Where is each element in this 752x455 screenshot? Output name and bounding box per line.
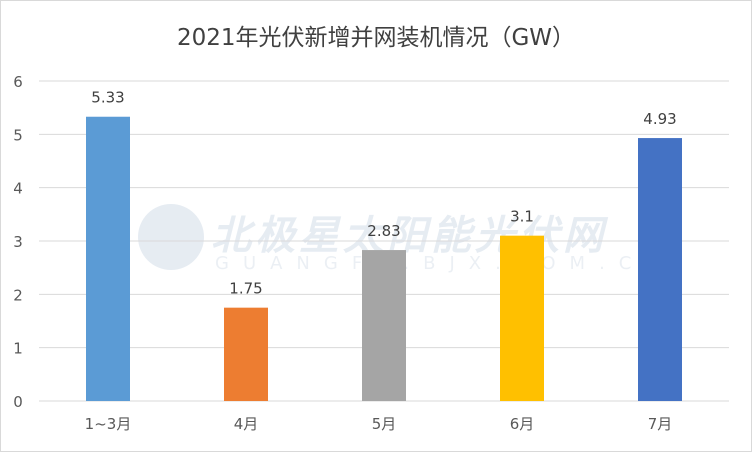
bar <box>638 138 682 402</box>
y-tick-label: 6 <box>13 73 23 91</box>
y-tick-label: 4 <box>13 180 23 198</box>
x-tick-label: 6月 <box>510 415 535 433</box>
watermark-url: GUANGFU.BJX.COM.CN <box>215 253 673 274</box>
y-tick-label: 2 <box>13 286 23 304</box>
x-tick-label: 1~3月 <box>85 415 132 433</box>
data-label: 4.93 <box>643 110 676 128</box>
bar <box>362 250 406 401</box>
y-tick-label: 1 <box>13 340 23 358</box>
y-tick-label: 0 <box>13 393 23 411</box>
data-label: 1.75 <box>229 280 262 298</box>
bar <box>224 307 268 401</box>
y-tick-label: 3 <box>13 233 23 251</box>
x-tick-label: 4月 <box>234 415 259 433</box>
bar <box>86 116 130 401</box>
x-tick-label: 7月 <box>648 415 673 433</box>
chart-title: 2021年光伏新增并网装机情况（GW） <box>177 25 575 51</box>
data-label: 3.1 <box>510 208 534 226</box>
data-label: 5.33 <box>91 89 124 107</box>
data-label: 2.83 <box>367 222 400 240</box>
bar <box>500 235 544 401</box>
y-tick-label: 5 <box>13 126 23 144</box>
x-tick-label: 5月 <box>372 415 397 433</box>
watermark-star-icon <box>138 204 204 270</box>
